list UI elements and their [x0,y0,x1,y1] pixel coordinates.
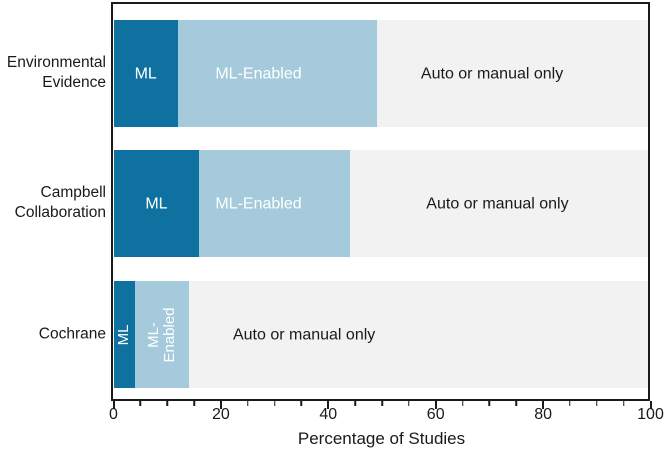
x-minor-tick-10 [166,401,168,406]
x-major-tick-80 [542,401,545,409]
segment-label-cochrane-ml-enabled: ML- Enabled [144,306,178,363]
x-tick-label-0: 0 [109,406,118,423]
segment-label-campbell-collaboration-ml: ML [145,194,168,212]
x-minor-tick-35 [300,401,303,406]
x-minor-tick-30 [273,401,276,406]
x-major-tick-40 [327,401,330,409]
segment-label-campbell-collaboration-ml-enabled: ML-Enabled [215,194,302,212]
x-tick-label-60: 60 [426,406,445,423]
bar-segment-cochrane-ml [113,281,135,388]
x-minor-tick-75 [515,401,517,406]
segment-label-environmental-evidence-ml-enabled: ML-Enabled [215,64,302,82]
x-minor-tick-15 [193,401,195,406]
y-axis-label-environmental-evidence: Environmental Evidence [6,53,106,92]
x-minor-tick-70 [488,401,491,406]
y-axis-label-campbell-collaboration: Campbell Collaboration [14,183,106,222]
segment-label-environmental-evidence-auto-or-manual-only: Auto or manual only [420,64,564,82]
x-major-tick-20 [219,401,222,409]
x-minor-tick-90 [596,401,598,406]
x-minor-tick-45 [354,401,356,406]
x-tick-label-20: 20 [211,406,230,423]
bar-segment-campbell-collaboration-auto-or-manual-only [349,150,651,257]
x-minor-tick-50 [381,401,383,406]
x-tick-label-100: 100 [637,406,664,423]
x-minor-tick-55 [408,401,410,406]
x-minor-tick-5 [139,401,142,406]
bar-segment-environmental-evidence-auto-or-manual-only [376,20,651,127]
x-major-tick-0 [112,401,115,409]
x-minor-tick-65 [461,401,464,406]
x-minor-tick-85 [569,401,571,406]
x-minor-tick-95 [622,401,625,406]
x-minor-tick-25 [247,401,249,406]
bar-segment-campbell-collaboration-ml [113,150,200,257]
bar-segment-cochrane-ml-enabled [134,281,189,388]
x-tick-label-80: 80 [534,406,552,423]
segment-label-cochrane-ml: ML [115,324,133,345]
x-axis-title: Percentage of Studies [297,429,466,448]
segment-label-environmental-evidence-ml: ML [134,64,157,82]
segment-label-cochrane-auto-or-manual-only: Auto or manual only [232,325,376,343]
bar-segment-campbell-collaboration-ml-enabled [199,150,350,257]
x-major-tick-60 [434,401,437,409]
y-axis-label-cochrane: Cochrane [38,325,106,343]
x-major-tick-100 [649,401,652,409]
x-tick-label-40: 40 [319,406,338,423]
segment-label-campbell-collaboration-auto-or-manual-only: Auto or manual only [426,194,569,212]
bar-segment-environmental-evidence-ml-enabled [177,20,377,127]
bar-segment-cochrane-auto-or-manual-only [188,281,651,388]
bar-segment-environmental-evidence-ml [113,20,178,127]
